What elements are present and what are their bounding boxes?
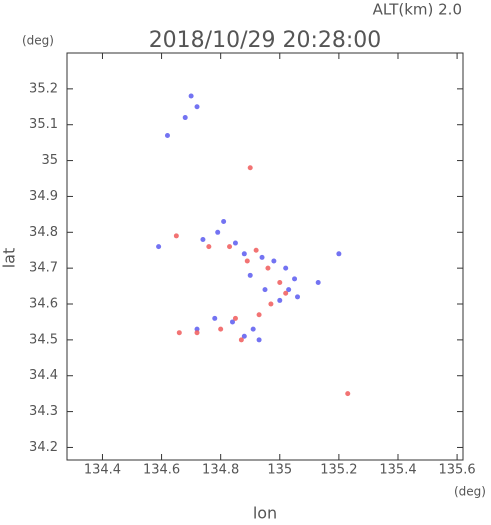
echo-point xyxy=(292,276,298,282)
echo-point xyxy=(173,233,179,239)
x-tick-label: 135 xyxy=(267,463,292,478)
y-tick-label: 34.4 xyxy=(29,368,58,383)
echo-point xyxy=(277,279,283,285)
echo-point xyxy=(215,229,221,235)
echo-point xyxy=(256,312,262,318)
echo-point xyxy=(250,326,256,332)
echo-point xyxy=(200,236,206,242)
echo-point xyxy=(164,132,170,138)
echo-point xyxy=(345,391,351,397)
echo-point xyxy=(218,326,224,332)
echo-point xyxy=(268,301,274,307)
x-tick-label: 135.2 xyxy=(320,463,357,478)
echo-point xyxy=(256,337,262,343)
echo-point xyxy=(336,251,342,257)
echo-point xyxy=(265,265,271,271)
y-tick-label: 34.5 xyxy=(29,332,58,347)
echo-point xyxy=(283,290,289,296)
x-tick-label: 134.8 xyxy=(202,463,239,478)
echo-point xyxy=(182,115,188,121)
y-tick-label: 35 xyxy=(41,153,58,168)
echo-point xyxy=(194,330,200,336)
echo-point xyxy=(247,272,253,278)
echo-point xyxy=(271,258,277,264)
echo-point xyxy=(286,287,292,293)
y-tick-label: 34.9 xyxy=(29,189,58,204)
chart-title: 2018/10/29 20:28:00 xyxy=(149,28,382,53)
x-tick-label: 135.6 xyxy=(438,463,475,478)
echo-point xyxy=(262,287,268,293)
echo-point xyxy=(283,265,289,271)
x-axis-label: lon xyxy=(253,504,277,522)
echo-point xyxy=(229,319,235,325)
plot-frame xyxy=(66,52,464,461)
y-unit: (deg) xyxy=(22,34,54,48)
echo-point xyxy=(232,240,238,246)
altitude-label: ALT(km) 2.0 xyxy=(373,1,462,19)
y-tick-label: 34.8 xyxy=(29,225,58,240)
y-axis-label: lat xyxy=(0,248,19,269)
x-unit: (deg) xyxy=(454,485,486,499)
echo-point xyxy=(244,258,250,264)
y-tick-label: 34.3 xyxy=(29,404,58,419)
echo-point xyxy=(315,279,321,285)
echo-point xyxy=(221,219,227,225)
echo-point xyxy=(238,337,244,343)
echo-point xyxy=(206,244,212,250)
echo-point xyxy=(259,254,265,260)
echo-point xyxy=(232,315,238,321)
echo-point xyxy=(188,93,194,99)
x-tick-label: 134.6 xyxy=(143,463,180,478)
x-tick-label: 134.4 xyxy=(84,463,121,478)
y-tick-label: 35.1 xyxy=(29,117,58,132)
echo-point xyxy=(241,333,247,339)
echo-point xyxy=(176,330,182,336)
echo-point xyxy=(227,244,233,250)
echo-point xyxy=(247,165,253,171)
y-tick-label: 34.6 xyxy=(29,297,58,312)
y-tick-label: 34.7 xyxy=(29,261,58,276)
echo-point xyxy=(212,315,218,321)
y-tick-label: 34.2 xyxy=(29,440,58,455)
echo-point xyxy=(194,326,200,332)
y-tick-label: 35.2 xyxy=(29,81,58,96)
echo-point xyxy=(277,297,283,303)
echo-point xyxy=(194,104,200,110)
x-tick-label: 135.4 xyxy=(379,463,416,478)
echo-point xyxy=(241,251,247,257)
echo-point xyxy=(156,244,162,250)
echo-point xyxy=(253,247,259,253)
echo-point xyxy=(295,294,301,300)
